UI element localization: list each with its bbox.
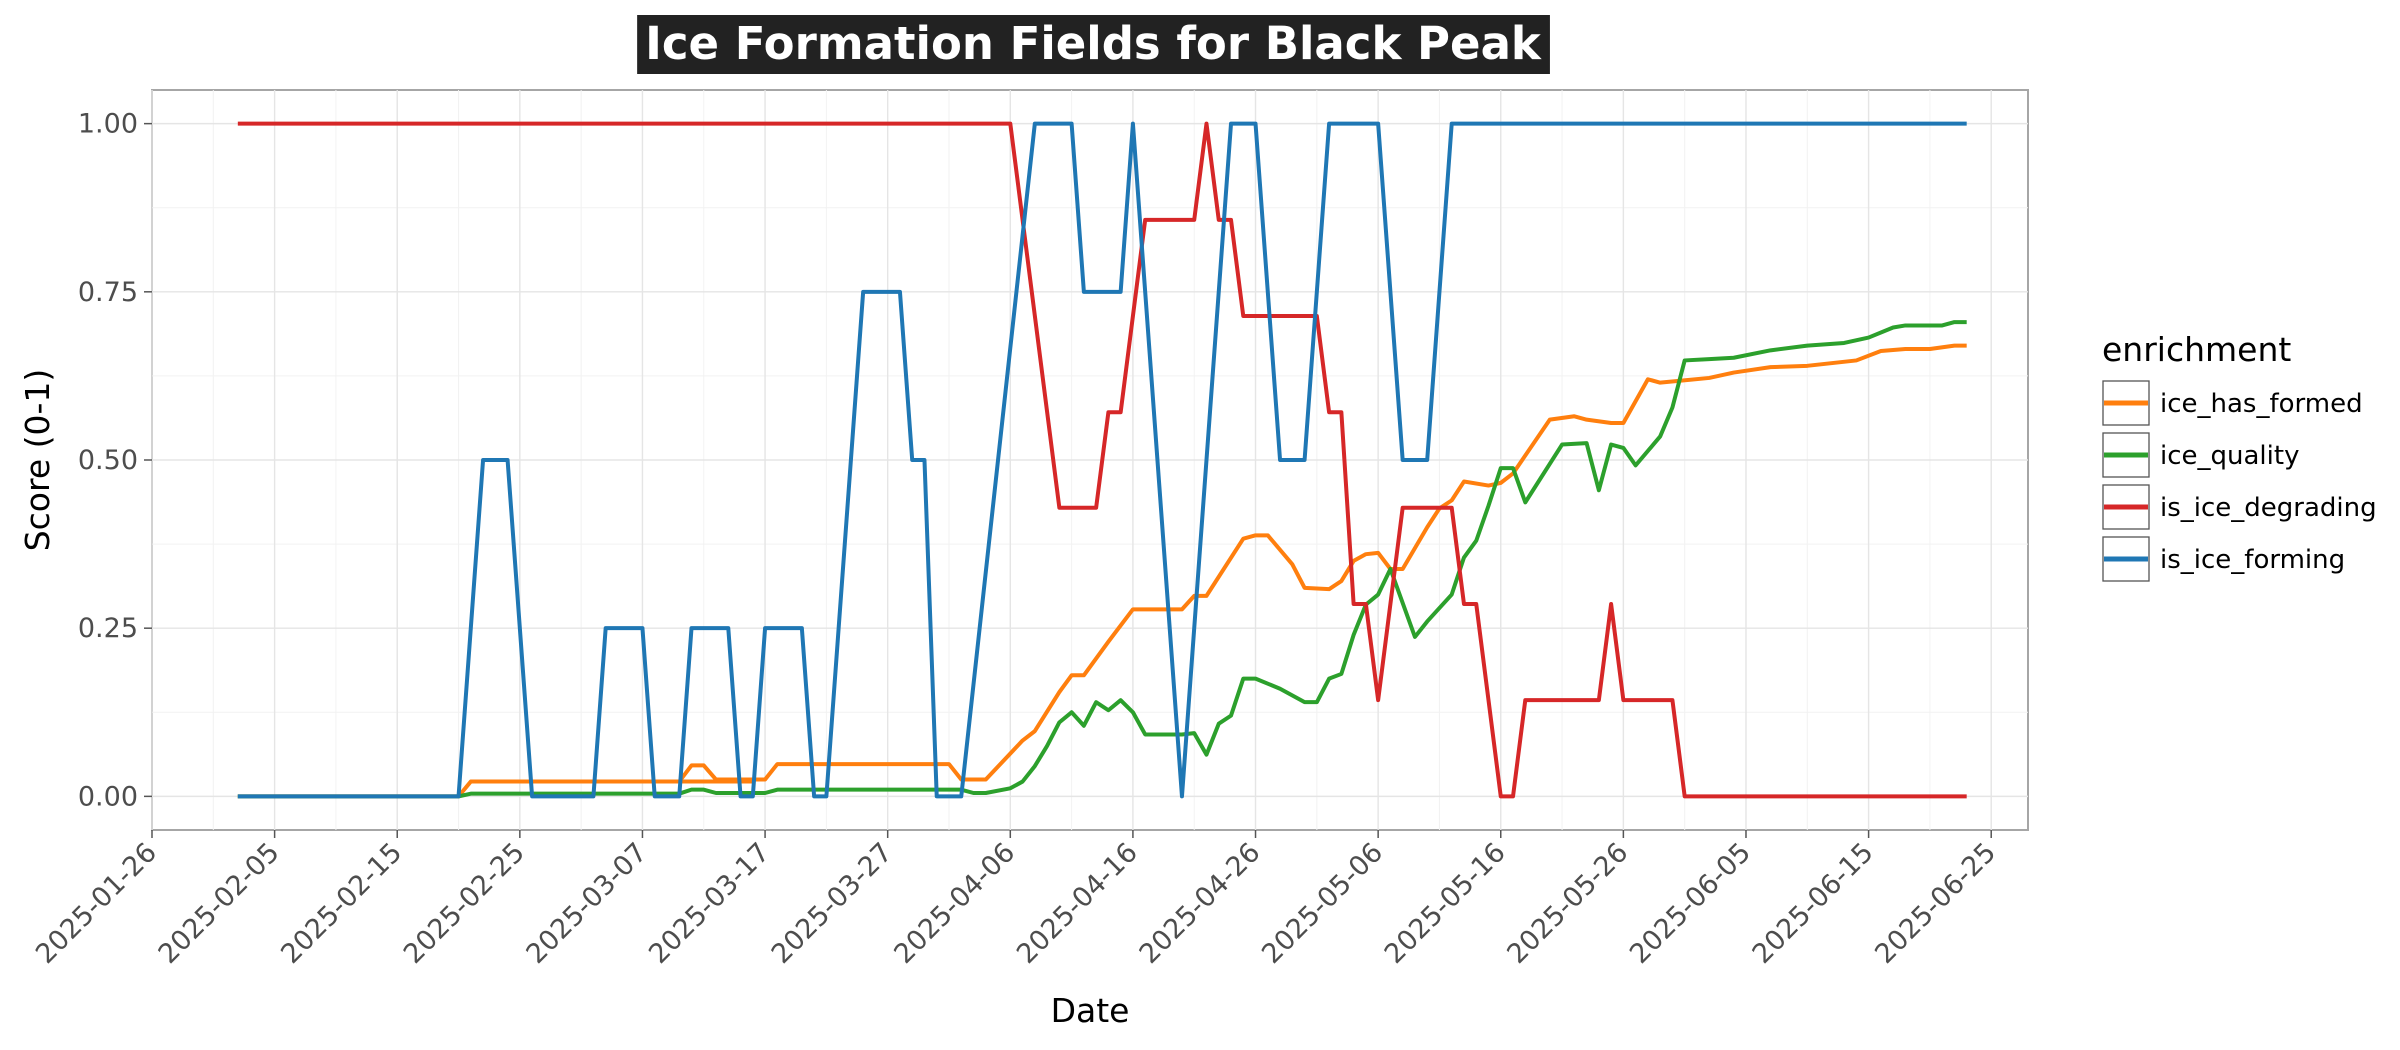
legend-title: enrichment [2102,330,2291,369]
y-axis-ticks: 0.00 0.25 0.50 0.75 1.00 [78,109,152,812]
series-lines [237,121,1967,799]
chart-title-background [637,15,1550,74]
y-tick-label: 0.50 [78,445,138,476]
series-line-is-ice-forming [237,121,1967,799]
legend: enrichment ice_has_formed ice_quality is_i… [2102,330,2377,582]
series-line-is-ice-degrading [237,121,1967,799]
legend-label-is-ice-forming: is_ice_forming [2160,545,2345,575]
y-tick-label: 0.75 [78,277,138,308]
legend-label-ice-quality: ice_quality [2160,441,2299,471]
y-tick-label: 0.00 [78,781,138,812]
y-tick-label: 0.25 [78,613,138,644]
legend-label-ice-has-formed: ice_has_formed [2160,389,2363,419]
y-axis-title: Score (0-1) [18,369,57,552]
chart-title: Ice Formation Fields for Black Peak [645,17,1542,70]
legend-label-is-ice-degrading: is_ice_degrading [2160,493,2377,523]
y-tick-label: 1.00 [78,109,138,140]
series-line-ice-quality [237,320,1967,799]
series-line-ice-has-formed [237,343,1967,799]
x-axis-title: Date [1051,991,1130,1030]
